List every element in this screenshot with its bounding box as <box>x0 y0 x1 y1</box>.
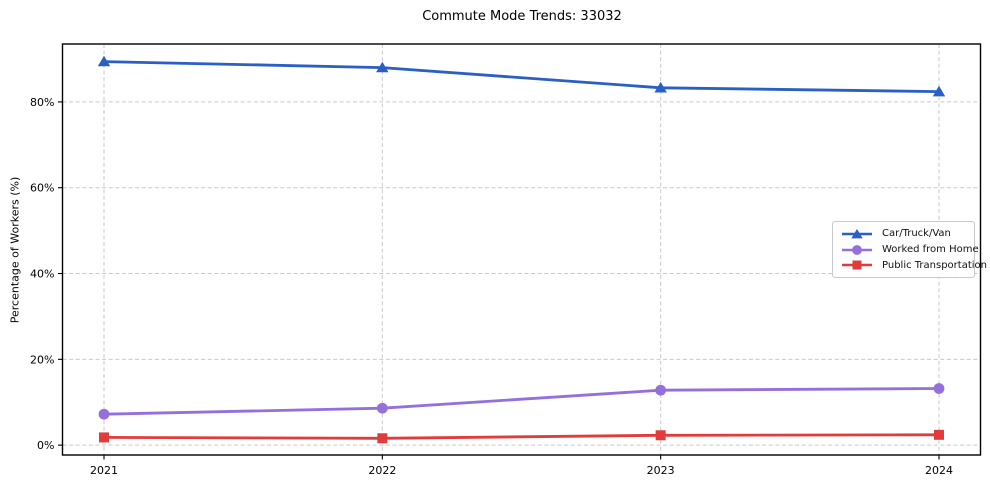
marker-circle-worked-from-home <box>376 402 388 414</box>
legend-item-public-transportation: Public Transportation <box>840 257 987 273</box>
y-tick-label: 0% <box>37 439 54 452</box>
legend-square-marker-icon <box>842 260 872 270</box>
series-line-public-transportation <box>102 433 941 440</box>
marker-triangle-car-truck-van <box>376 61 389 73</box>
marker-square-public-transportation <box>934 429 944 440</box>
marker-circle-worked-from-home <box>655 384 667 396</box>
marker-square-public-transportation <box>655 430 666 441</box>
y-tick-label: 20% <box>30 353 54 366</box>
legend-item-worked-from-home: Worked from Home <box>840 242 979 258</box>
series-line-worked-from-home <box>102 387 941 416</box>
marker-triangle-car-truck-van <box>654 81 667 93</box>
marker-square-public-transportation <box>377 433 388 444</box>
axes-frame <box>61 43 982 456</box>
marker-square-public-transportation <box>99 432 109 443</box>
marker-circle-worked-from-home <box>98 408 110 420</box>
chart-title: Commute Mode Trends: 33032 <box>422 9 622 24</box>
legend-label-public-transportation: Public Transportation <box>882 259 987 271</box>
legend-label-car-truck-van: Car/Truck/Van <box>882 228 951 240</box>
legend-circle-marker-icon <box>842 244 872 255</box>
legend-item-car-truck-van: Car/Truck/Van <box>840 226 967 242</box>
series-line-car-truck-van <box>102 60 941 93</box>
marker-triangle-car-truck-van <box>932 85 946 97</box>
marker-triangle-car-truck-van <box>97 55 111 67</box>
legend: Car/Truck/Van Worked from Home Public Tr… <box>832 221 987 278</box>
x-tick-label: 2024 <box>925 464 953 477</box>
legend-triangle-marker-icon <box>842 228 872 239</box>
legend-label-worked-from-home: Worked from Home <box>882 244 979 255</box>
y-tick-label: 80% <box>30 96 54 109</box>
marker-circle-worked-from-home <box>933 383 945 394</box>
y-tick-label: 40% <box>30 268 54 281</box>
x-tick-label: 2023 <box>647 464 675 477</box>
y-tick-label: 60% <box>30 182 54 195</box>
x-tick-label: 2021 <box>90 464 118 477</box>
x-tick-label: 2022 <box>368 464 396 477</box>
